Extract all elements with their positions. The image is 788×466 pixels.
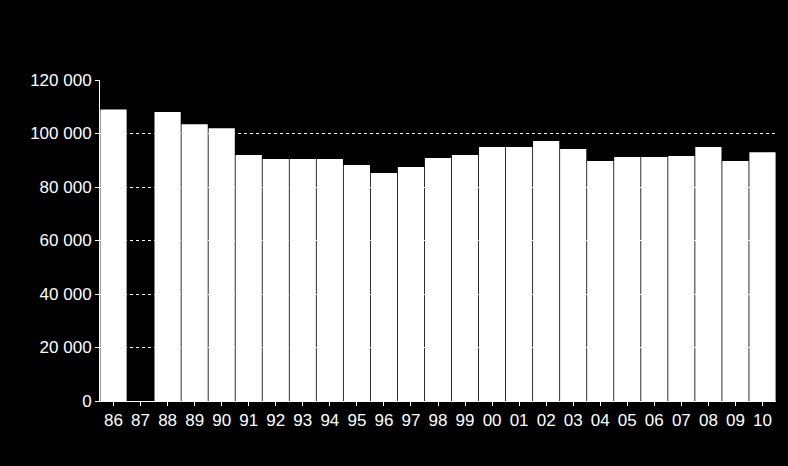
svg-text:09: 09: [726, 411, 745, 430]
svg-text:86: 86: [104, 411, 123, 430]
svg-text:100 000: 100 000: [30, 124, 91, 143]
svg-text:08: 08: [699, 411, 718, 430]
svg-text:04: 04: [591, 411, 610, 430]
svg-text:93: 93: [293, 411, 312, 430]
svg-text:06: 06: [645, 411, 664, 430]
svg-text:10: 10: [753, 411, 772, 430]
svg-text:87: 87: [131, 411, 150, 430]
svg-text:90: 90: [212, 411, 231, 430]
svg-text:03: 03: [564, 411, 583, 430]
svg-text:60 000: 60 000: [40, 231, 92, 250]
svg-text:98: 98: [429, 411, 448, 430]
svg-text:91: 91: [239, 411, 258, 430]
svg-text:97: 97: [401, 411, 420, 430]
svg-text:01: 01: [510, 411, 529, 430]
svg-text:92: 92: [266, 411, 285, 430]
svg-text:120 000: 120 000: [30, 71, 91, 90]
svg-text:20 000: 20 000: [40, 338, 92, 357]
svg-text:07: 07: [672, 411, 691, 430]
svg-text:02: 02: [537, 411, 556, 430]
svg-text:89: 89: [185, 411, 204, 430]
svg-text:00: 00: [483, 411, 502, 430]
svg-text:80 000: 80 000: [40, 178, 92, 197]
svg-text:88: 88: [158, 411, 177, 430]
svg-text:40 000: 40 000: [40, 285, 92, 304]
svg-text:95: 95: [347, 411, 366, 430]
svg-text:96: 96: [374, 411, 393, 430]
svg-text:99: 99: [456, 411, 475, 430]
svg-text:0: 0: [82, 392, 91, 411]
svg-text:94: 94: [320, 411, 339, 430]
svg-text:05: 05: [618, 411, 637, 430]
